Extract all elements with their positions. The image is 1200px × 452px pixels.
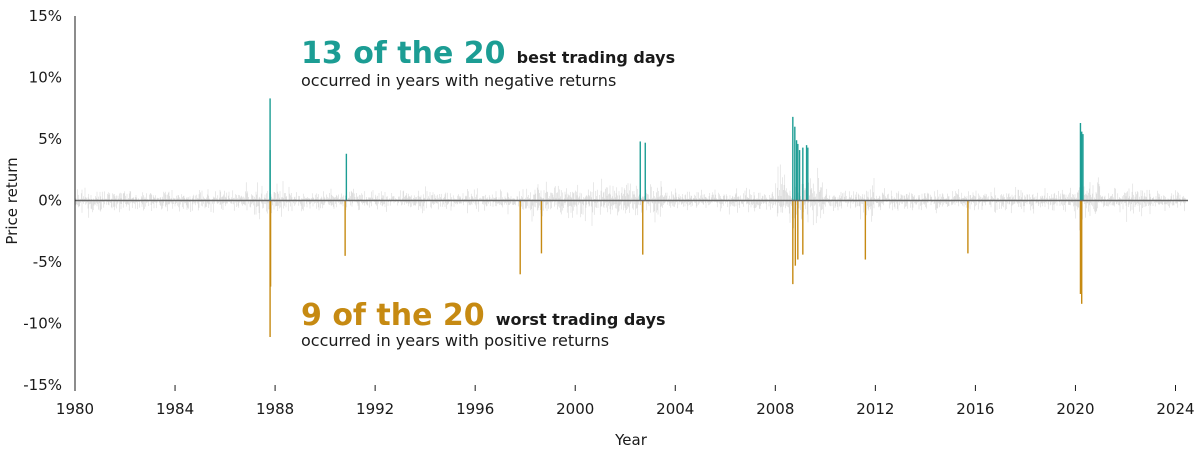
y-axis: -15% -10% -5% 0% 5% 10% 15% <box>23 7 62 394</box>
worst-days-count: 9 of the 20 <box>301 298 485 333</box>
x-tick-label: 2012 <box>856 400 894 418</box>
worst-days-label: worst trading days <box>496 310 666 329</box>
best-days-label: best trading days <box>517 48 675 67</box>
y-tick-label: 10% <box>29 69 62 87</box>
svg-text:9 of the 20 worst tradin: 9 of the 20 worst trading days <box>301 298 666 333</box>
best-days-series <box>269 98 1084 201</box>
worst-days-note: occurred in years with positive returns <box>301 331 609 350</box>
x-axis-title: Year <box>614 431 648 449</box>
x-tick-label: 2020 <box>1056 400 1094 418</box>
worst-days-annotation: 9 of the 20 worst trading days occurred … <box>301 298 666 350</box>
y-tick-label: 0% <box>38 192 62 210</box>
best-days-count: 13 of the 20 <box>301 36 506 71</box>
x-tick-label: 1996 <box>456 400 494 418</box>
x-tick-label: 2004 <box>656 400 694 418</box>
best-days-annotation: 13 of the 20 best trading days occurred … <box>301 36 675 90</box>
svg-text:13 of the 20 best tradin: 13 of the 20 best trading days <box>301 36 675 71</box>
x-tick-label: 1984 <box>156 400 194 418</box>
x-tick-label: 1980 <box>56 400 94 418</box>
x-tick-label: 2000 <box>556 400 594 418</box>
x-tick-label: 2016 <box>956 400 994 418</box>
x-tick-label: 2008 <box>756 400 794 418</box>
y-tick-label: -10% <box>23 315 62 333</box>
x-axis: 1980 1984 1988 1992 1996 2000 2004 2008 2012 2016… <box>56 385 1195 418</box>
y-axis-title: Price return <box>3 157 21 244</box>
daily-returns-background <box>75 164 1186 235</box>
y-tick-label: -5% <box>33 253 62 271</box>
y-tick-label: -15% <box>23 376 62 394</box>
x-tick-label: 1992 <box>356 400 394 418</box>
x-tick-label: 1988 <box>256 400 294 418</box>
worst-days-series <box>269 200 1083 338</box>
best-days-note: occurred in years with negative returns <box>301 71 616 90</box>
daily-returns-noise <box>75 164 1186 235</box>
y-tick-label: 5% <box>38 130 62 148</box>
x-tick-label: 2024 <box>1156 400 1194 418</box>
y-tick-label: 15% <box>29 7 62 25</box>
